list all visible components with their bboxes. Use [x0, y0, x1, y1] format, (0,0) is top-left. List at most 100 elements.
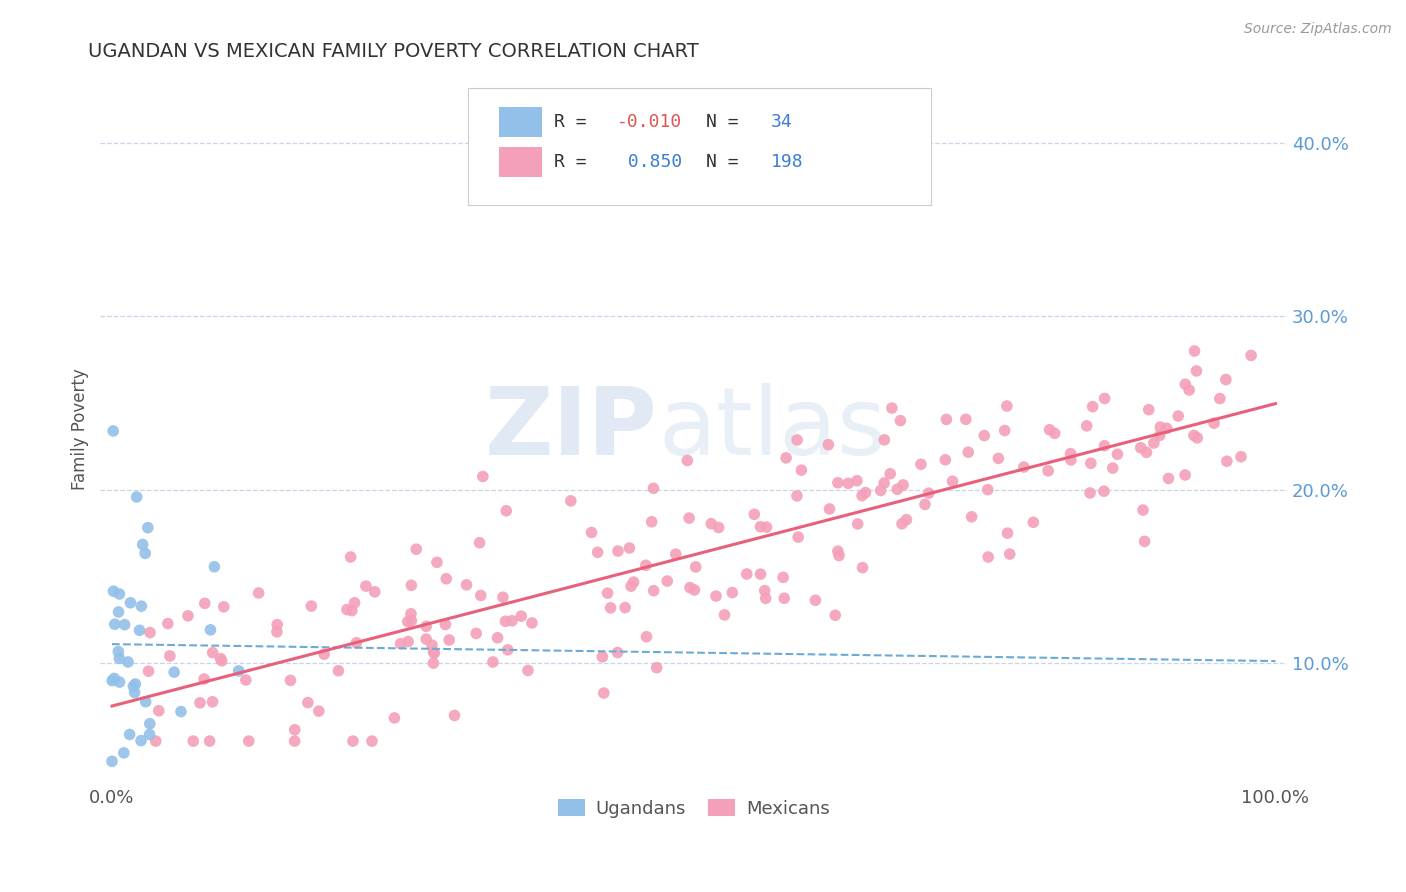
Point: [129, 733, 152, 747]
Text: 34: 34: [770, 112, 793, 131]
Point: [804, 593, 827, 607]
Point: [188, 696, 211, 710]
Point: [443, 708, 465, 723]
Point: [396, 615, 419, 629]
Point: [456, 578, 478, 592]
Point: [101, 673, 124, 688]
Point: [851, 489, 873, 503]
FancyBboxPatch shape: [468, 87, 931, 205]
Point: [855, 485, 877, 500]
Point: [619, 541, 641, 555]
Point: [1156, 421, 1178, 435]
Point: [935, 412, 957, 426]
Point: [108, 587, 131, 601]
Text: ZIP: ZIP: [485, 383, 658, 475]
Point: [124, 685, 146, 699]
Point: [786, 433, 808, 447]
Point: [721, 585, 744, 599]
Point: [520, 615, 543, 630]
Point: [364, 584, 387, 599]
Point: [1076, 418, 1098, 433]
Point: [786, 489, 808, 503]
Point: [910, 457, 932, 471]
Point: [851, 560, 873, 574]
Point: [1078, 486, 1101, 500]
Text: -0.010: -0.010: [617, 112, 682, 131]
Point: [886, 483, 908, 497]
Point: [997, 526, 1019, 541]
Point: [201, 646, 224, 660]
Point: [361, 734, 384, 748]
Point: [181, 734, 204, 748]
Point: [228, 664, 250, 678]
Point: [1187, 431, 1209, 445]
Point: [873, 433, 896, 447]
Point: [120, 596, 142, 610]
Point: [339, 549, 361, 564]
Point: [139, 716, 162, 731]
Point: [676, 453, 699, 467]
Point: [755, 520, 778, 534]
Point: [138, 664, 160, 678]
Point: [754, 583, 776, 598]
Point: [960, 509, 983, 524]
Point: [156, 616, 179, 631]
Point: [790, 463, 813, 477]
Point: [138, 727, 160, 741]
Point: [482, 655, 505, 669]
Point: [773, 591, 796, 606]
Point: [1185, 364, 1208, 378]
Point: [620, 579, 643, 593]
Point: [678, 511, 700, 525]
Point: [1149, 420, 1171, 434]
Point: [934, 452, 956, 467]
Point: [108, 651, 131, 665]
Point: [238, 734, 260, 748]
Point: [1094, 392, 1116, 406]
Point: [1043, 426, 1066, 441]
Point: [1022, 516, 1045, 530]
Point: [212, 599, 235, 614]
Point: [987, 451, 1010, 466]
Point: [889, 414, 911, 428]
Point: [465, 626, 488, 640]
Text: 198: 198: [770, 153, 803, 171]
Point: [103, 672, 125, 686]
Point: [198, 734, 221, 748]
Point: [159, 648, 181, 663]
Point: [1202, 416, 1225, 430]
Point: [824, 608, 846, 623]
Point: [200, 623, 222, 637]
Point: [873, 476, 896, 491]
Point: [828, 549, 851, 563]
Point: [516, 664, 538, 678]
Point: [354, 579, 377, 593]
Point: [510, 609, 533, 624]
Point: [266, 617, 288, 632]
Text: R =: R =: [554, 112, 598, 131]
Point: [614, 600, 637, 615]
Point: [134, 546, 156, 560]
Point: [749, 519, 772, 533]
Point: [645, 661, 668, 675]
Point: [869, 483, 891, 498]
Point: [636, 630, 658, 644]
Point: [308, 704, 330, 718]
Point: [581, 525, 603, 540]
Point: [643, 583, 665, 598]
Point: [634, 558, 657, 573]
Point: [202, 559, 225, 574]
Point: [772, 570, 794, 584]
Point: [209, 651, 232, 665]
Point: [108, 675, 131, 690]
Point: [434, 617, 457, 632]
Point: [817, 438, 839, 452]
Point: [415, 619, 437, 633]
Point: [998, 547, 1021, 561]
Point: [1174, 377, 1197, 392]
Point: [396, 634, 419, 648]
Point: [1137, 402, 1160, 417]
Point: [297, 696, 319, 710]
Point: [707, 520, 730, 534]
Point: [1038, 423, 1060, 437]
